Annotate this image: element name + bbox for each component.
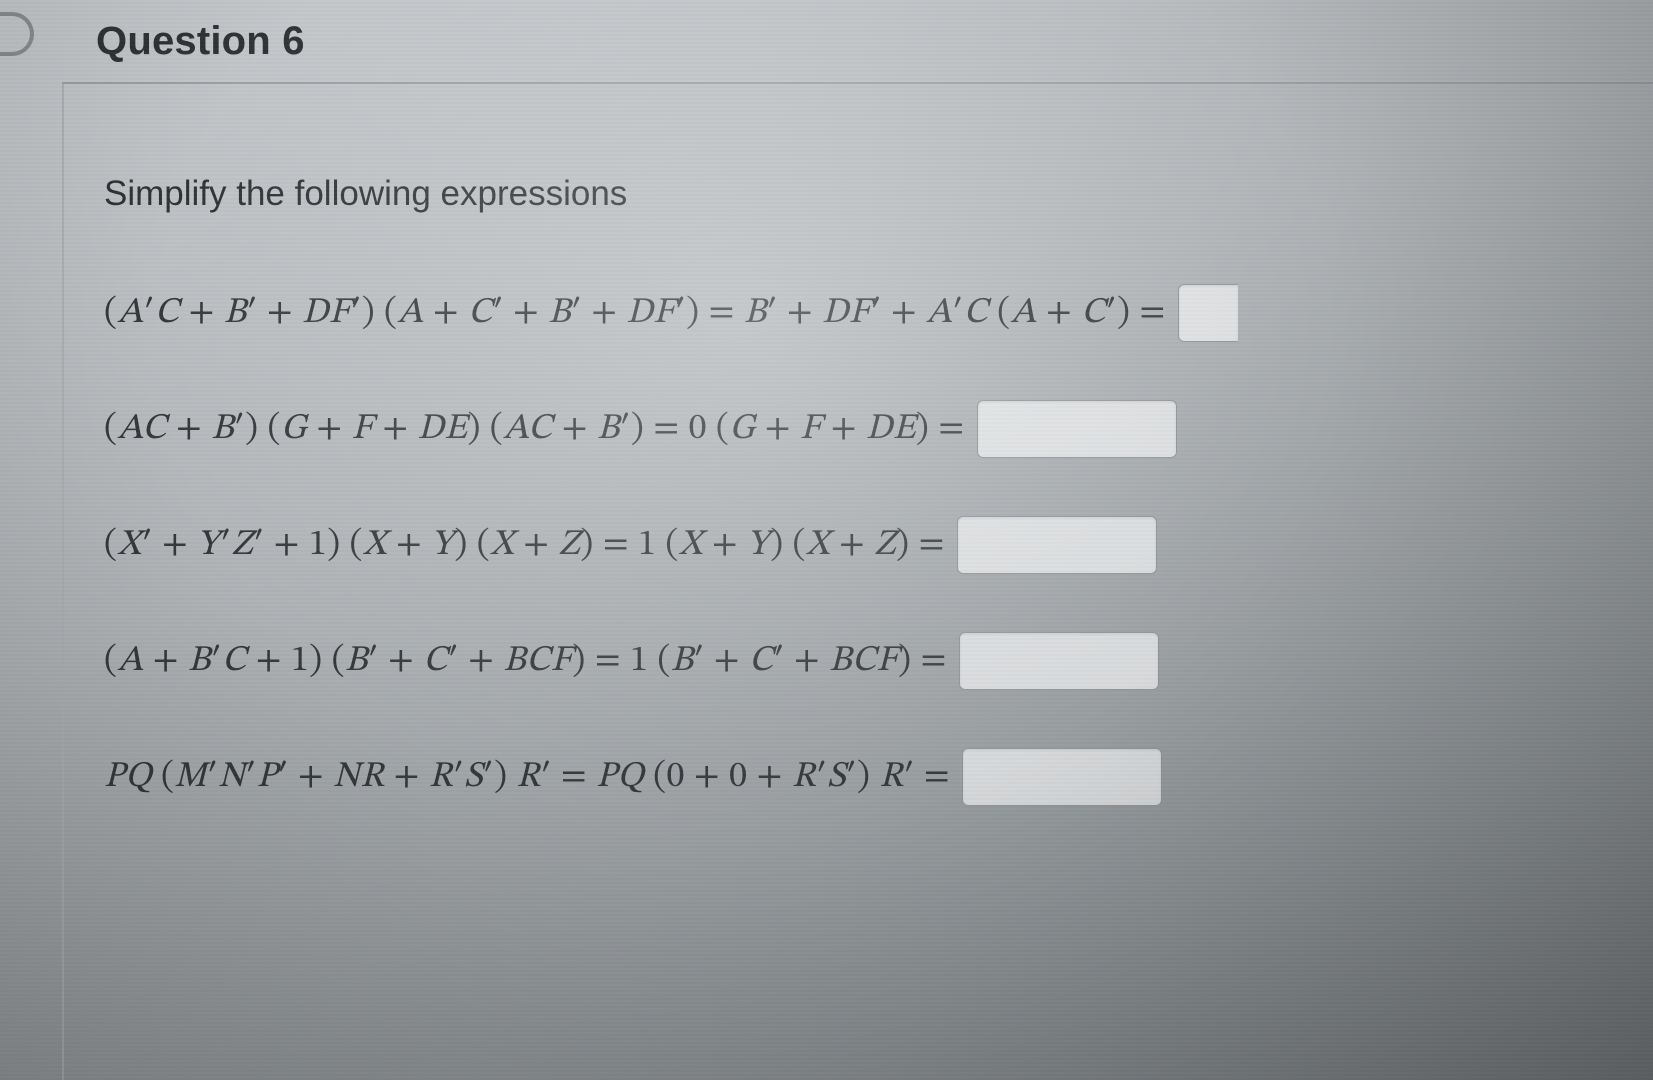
question-header: Question 6	[62, 0, 1653, 84]
expression-row-3: (X′ + Y′Z′ + 1) (X + Y) (X + Z) = 1 (X +…	[104, 516, 1613, 574]
answer-input-5[interactable]	[962, 748, 1162, 806]
answer-input-1[interactable]	[1178, 284, 1238, 342]
expression-5: PQ (M′N′P′ + NR + R′S′) R′ = PQ (0 + 0 +…	[104, 755, 950, 800]
expression-row-1: (A′C + B′ + DF′) (A + C′ + B′ + DF′) = B…	[104, 284, 1613, 342]
answer-input-4[interactable]	[959, 632, 1159, 690]
answer-input-3[interactable]	[957, 516, 1157, 574]
expression-4: (A + B′C + 1) (B′ + C′ + BCF) = 1 (B′ + …	[104, 639, 947, 684]
question-body: Simplify the following expressions (A′C …	[62, 84, 1653, 1080]
expression-row-4: (A + B′C + 1) (B′ + C′ + BCF) = 1 (B′ + …	[104, 632, 1613, 690]
expression-2: (AC + B′) (G + F + DE) (AC + B′) = 0 (G …	[104, 407, 965, 452]
expression-3: (X′ + Y′Z′ + 1) (X + Y) (X + Z) = 1 (X +…	[104, 523, 945, 568]
expression-row-2: (AC + B′) (G + F + DE) (AC + B′) = 0 (G …	[104, 400, 1613, 458]
expression-1: (A′C + B′ + DF′) (A + C′ + B′ + DF′) = B…	[104, 291, 1166, 336]
question-prompt: Simplify the following expressions	[104, 174, 1613, 214]
expression-row-5: PQ (M′N′P′ + NR + R′S′) R′ = PQ (0 + 0 +…	[104, 748, 1613, 806]
answer-input-2[interactable]	[977, 400, 1177, 458]
question-nav-indicator[interactable]	[0, 12, 34, 56]
question-title: Question 6	[96, 19, 305, 64]
